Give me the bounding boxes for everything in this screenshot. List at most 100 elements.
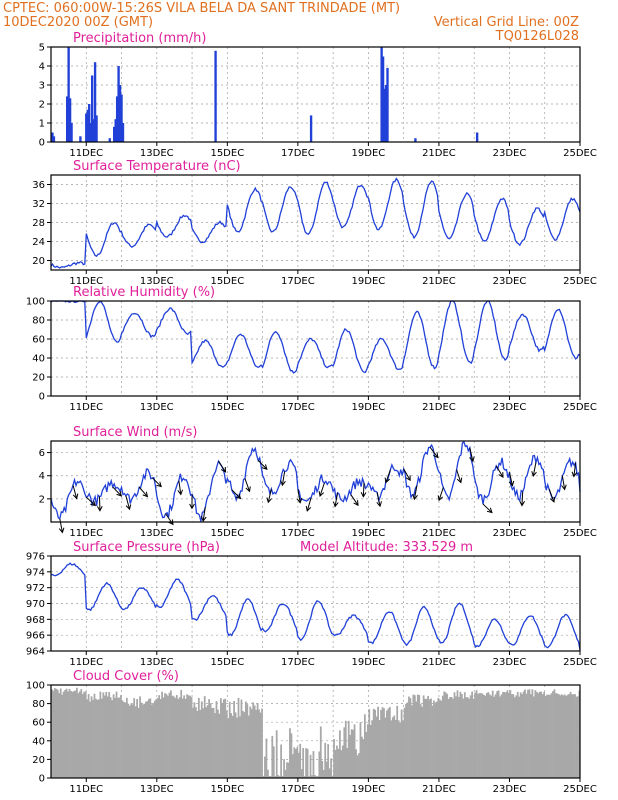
cloud-bar — [178, 697, 181, 778]
cloud-bar — [418, 695, 421, 778]
cloud-bar — [406, 702, 409, 778]
cloud-bar — [199, 709, 202, 778]
precip-bar — [117, 66, 120, 142]
cloud-bar — [450, 697, 453, 778]
cloud-bar — [193, 702, 196, 778]
x-tick-label: 23DEC — [493, 276, 527, 287]
cloud-bar — [469, 695, 472, 778]
cloud-bar — [77, 693, 80, 778]
cloud-bar — [500, 694, 503, 778]
cloud-bar — [421, 706, 424, 778]
x-tick-label: 17DEC — [281, 402, 315, 413]
wind-arrow — [456, 469, 462, 483]
precip-bar — [381, 56, 385, 142]
x-tick-label: 17DEC — [281, 784, 315, 795]
cloud-bar — [95, 698, 97, 778]
wind-arrow — [319, 482, 325, 497]
cloud-bar — [314, 775, 316, 778]
y-tick-label: 20 — [32, 755, 45, 766]
cloud-bar — [272, 746, 275, 778]
cloud-bar — [84, 691, 87, 778]
precip-bar — [92, 119, 95, 142]
wind-arrow-head — [266, 497, 272, 504]
cloud-bar — [240, 699, 243, 778]
x-tick-label: 19DEC — [352, 276, 386, 287]
x-tick-label: 21DEC — [422, 784, 456, 795]
wind-arrow-head — [156, 481, 162, 488]
cloud-bar — [277, 775, 280, 778]
cloud-bar — [123, 701, 125, 778]
panel-title-4: Surface Pressure (hPa) — [73, 540, 220, 555]
cloud-bar — [318, 751, 321, 778]
cloud-bar — [541, 694, 544, 778]
wind-arrow — [231, 489, 241, 499]
cloud-bar — [556, 693, 559, 778]
wind-arrow-head — [280, 480, 286, 487]
cloud-bar — [264, 756, 266, 778]
cloud-bar — [505, 692, 507, 778]
cloud-bar — [481, 693, 484, 778]
cloud-bar — [296, 747, 299, 778]
cloud-bar — [249, 706, 252, 778]
cloud-bar — [299, 743, 302, 778]
cloud-bar — [137, 707, 140, 778]
y-tick-label: 2 — [39, 494, 45, 505]
header-date: 10DEC2020 00Z (GMT) — [3, 15, 153, 30]
cloud-bar — [463, 692, 466, 778]
y-tick-label: 2 — [39, 100, 45, 111]
cloud-bar — [341, 745, 344, 778]
cloud-bar — [350, 729, 353, 778]
cloud-bar — [55, 688, 58, 778]
cloud-bar — [349, 734, 352, 778]
panel-annotation-4: Model Altitude: 333.529 m — [300, 540, 473, 555]
cloud-bar — [268, 776, 271, 778]
cloud-bar — [105, 691, 108, 778]
y-tick-label: 24 — [32, 237, 45, 248]
wind-arrow-head — [486, 507, 493, 514]
x-tick-label: 19DEC — [352, 402, 386, 413]
wind-arrow — [112, 486, 122, 497]
cloud-bar — [477, 693, 479, 778]
cloud-bar — [480, 693, 482, 778]
x-tick-label: 25DEC — [563, 276, 597, 287]
cloud-bar — [527, 689, 529, 778]
cloud-bar — [362, 739, 365, 778]
wind-arrow — [429, 447, 439, 458]
x-tick-label: 23DEC — [493, 657, 527, 668]
wind-arrow-head — [531, 471, 537, 478]
y-tick-label: 5 — [39, 43, 45, 54]
series-line-4 — [50, 562, 581, 650]
wind-arrow — [257, 460, 268, 470]
cloud-bar — [308, 776, 310, 778]
panel-title-2: Relative Humidity (%) — [73, 285, 215, 300]
cloud-bar — [336, 745, 338, 778]
panel-frame — [50, 684, 581, 779]
cloud-bar — [153, 700, 156, 778]
cloud-bar — [494, 694, 497, 778]
cloud-bar — [322, 769, 325, 778]
precip-bar — [120, 94, 123, 142]
cloud-bar — [117, 697, 119, 778]
cloud-bar — [509, 690, 512, 778]
y-tick-label: 966 — [26, 631, 45, 642]
wind-arrow-head — [333, 501, 339, 508]
cloud-bar — [491, 690, 494, 778]
wind-arrow-head — [360, 492, 367, 498]
cloud-bar — [449, 697, 451, 778]
wind-arrow — [178, 480, 182, 495]
cloud-bar — [289, 728, 291, 778]
cloud-bar — [472, 698, 475, 778]
cloud-bar — [68, 688, 71, 778]
cloud-bar — [380, 710, 382, 778]
cloud-bar — [462, 698, 465, 778]
cloud-bar — [441, 695, 444, 778]
cloud-bar — [200, 701, 203, 778]
cloud-bar — [261, 708, 263, 778]
cloud-bar — [244, 701, 247, 778]
y-tick-label: 1 — [39, 119, 45, 130]
cloud-bar — [291, 754, 294, 778]
cloud-bar — [311, 775, 313, 778]
cloud-bar — [222, 699, 225, 778]
precip-bar — [79, 136, 82, 142]
x-tick-label: 25DEC — [563, 528, 597, 539]
